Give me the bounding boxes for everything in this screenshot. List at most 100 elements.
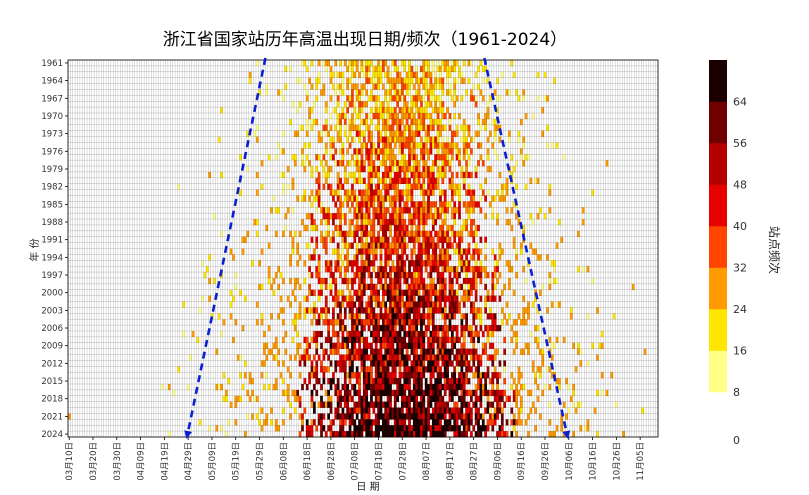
heatmap-cell (382, 201, 385, 208)
heatmap-cell (393, 130, 397, 137)
heatmap-cell (253, 130, 257, 137)
heatmap-cell (348, 336, 352, 344)
heatmap-cell (367, 266, 371, 273)
heatmap-cell (389, 330, 392, 338)
heatmap-cell (396, 160, 399, 167)
y-tick-label: 2000 (41, 289, 63, 299)
heatmap-cell (396, 224, 399, 232)
heatmap-cell (431, 236, 435, 243)
heatmap-cell (443, 189, 447, 196)
heatmap-cell (451, 289, 454, 296)
heatmap-cell (389, 124, 392, 131)
heatmap-cell (422, 148, 426, 155)
heatmap-cell (255, 124, 259, 131)
heatmap-cell (346, 177, 350, 184)
heatmap-cell (412, 213, 416, 220)
heatmap-cell (363, 160, 366, 167)
heatmap-cell (255, 60, 259, 67)
heatmap-cell (374, 348, 378, 355)
heatmap-cell (398, 160, 402, 167)
heatmap-cell (424, 313, 428, 320)
heatmap-cell (441, 177, 445, 184)
heatmap-cell (320, 360, 323, 367)
heatmap-cell (372, 201, 376, 208)
heatmap-cell (379, 266, 383, 273)
heatmap-cell (353, 60, 357, 67)
heatmap-cell (320, 413, 323, 420)
heatmap-cell (355, 372, 359, 379)
heatmap-cell (398, 289, 402, 296)
heatmap-cell (291, 289, 295, 296)
heatmap-cell (410, 101, 414, 108)
heatmap-cell (398, 230, 402, 238)
heatmap-cell (417, 313, 421, 320)
heatmap-cell (441, 224, 445, 232)
heatmap-cell (239, 395, 242, 402)
heatmap-cell (496, 383, 499, 391)
heatmap-cell (372, 383, 376, 391)
heatmap-cell (405, 425, 409, 432)
heatmap-cell (412, 148, 416, 155)
heatmap-cell (393, 372, 397, 379)
heatmap-cell (396, 272, 399, 279)
heatmap-cell (462, 431, 466, 438)
heatmap-cell (522, 89, 526, 96)
heatmap-cell (431, 431, 435, 438)
heatmap-cell (339, 395, 342, 402)
heatmap-cell (420, 413, 423, 420)
heatmap-cell (382, 207, 385, 214)
heatmap-cell (296, 277, 300, 285)
heatmap-cell (481, 330, 485, 338)
heatmap-cell (336, 254, 340, 261)
x-tick-label: 03月10日 (65, 442, 75, 481)
heatmap-cell (410, 360, 414, 367)
heatmap-cell (341, 248, 345, 255)
heatmap-cell (534, 372, 537, 379)
heatmap-cell (496, 413, 499, 420)
heatmap-cell (370, 219, 373, 226)
heatmap-cell (498, 401, 502, 408)
heatmap-cell (548, 189, 552, 196)
heatmap-cell (398, 431, 402, 438)
heatmap-cell (389, 248, 392, 255)
heatmap-cell (434, 378, 438, 385)
colorbar-tick-label: 40 (733, 220, 747, 233)
heatmap-cell (339, 254, 342, 261)
heatmap-cell (363, 166, 366, 173)
heatmap-cell (291, 389, 295, 397)
heatmap-cell (462, 277, 466, 285)
heatmap-cell (408, 342, 411, 349)
heatmap-cell (353, 431, 357, 438)
heatmap-cell (398, 136, 402, 143)
heatmap-cell (431, 336, 435, 344)
heatmap-cell (382, 419, 385, 426)
heatmap-cell (486, 113, 490, 120)
heatmap-cell (270, 419, 273, 426)
heatmap-cell (393, 65, 397, 73)
heatmap-cell (467, 154, 471, 161)
heatmap-cell (486, 325, 490, 332)
heatmap-cell (324, 65, 328, 73)
heatmap-cell (327, 307, 330, 314)
heatmap-cell (474, 248, 478, 255)
heatmap-cell (346, 407, 350, 414)
heatmap-cell (505, 177, 509, 184)
heatmap-cell (186, 383, 190, 391)
heatmap-cell (439, 201, 442, 208)
heatmap-cell (520, 348, 523, 355)
heatmap-cell (360, 260, 364, 267)
heatmap-cell (439, 171, 442, 179)
heatmap-cell (367, 77, 371, 84)
heatmap-cell (462, 142, 466, 149)
heatmap-cell (401, 407, 404, 414)
heatmap-cell (384, 319, 388, 326)
heatmap-cell (391, 154, 395, 161)
heatmap-cell (310, 431, 314, 438)
heatmap-cell (358, 389, 361, 397)
colorbar-tick-label: 48 (733, 179, 747, 192)
heatmap-cell (277, 283, 281, 291)
heatmap-cell (453, 113, 457, 120)
heatmap-cell (539, 372, 542, 379)
heatmap-cell (558, 378, 561, 385)
heatmap-cell (289, 354, 292, 361)
